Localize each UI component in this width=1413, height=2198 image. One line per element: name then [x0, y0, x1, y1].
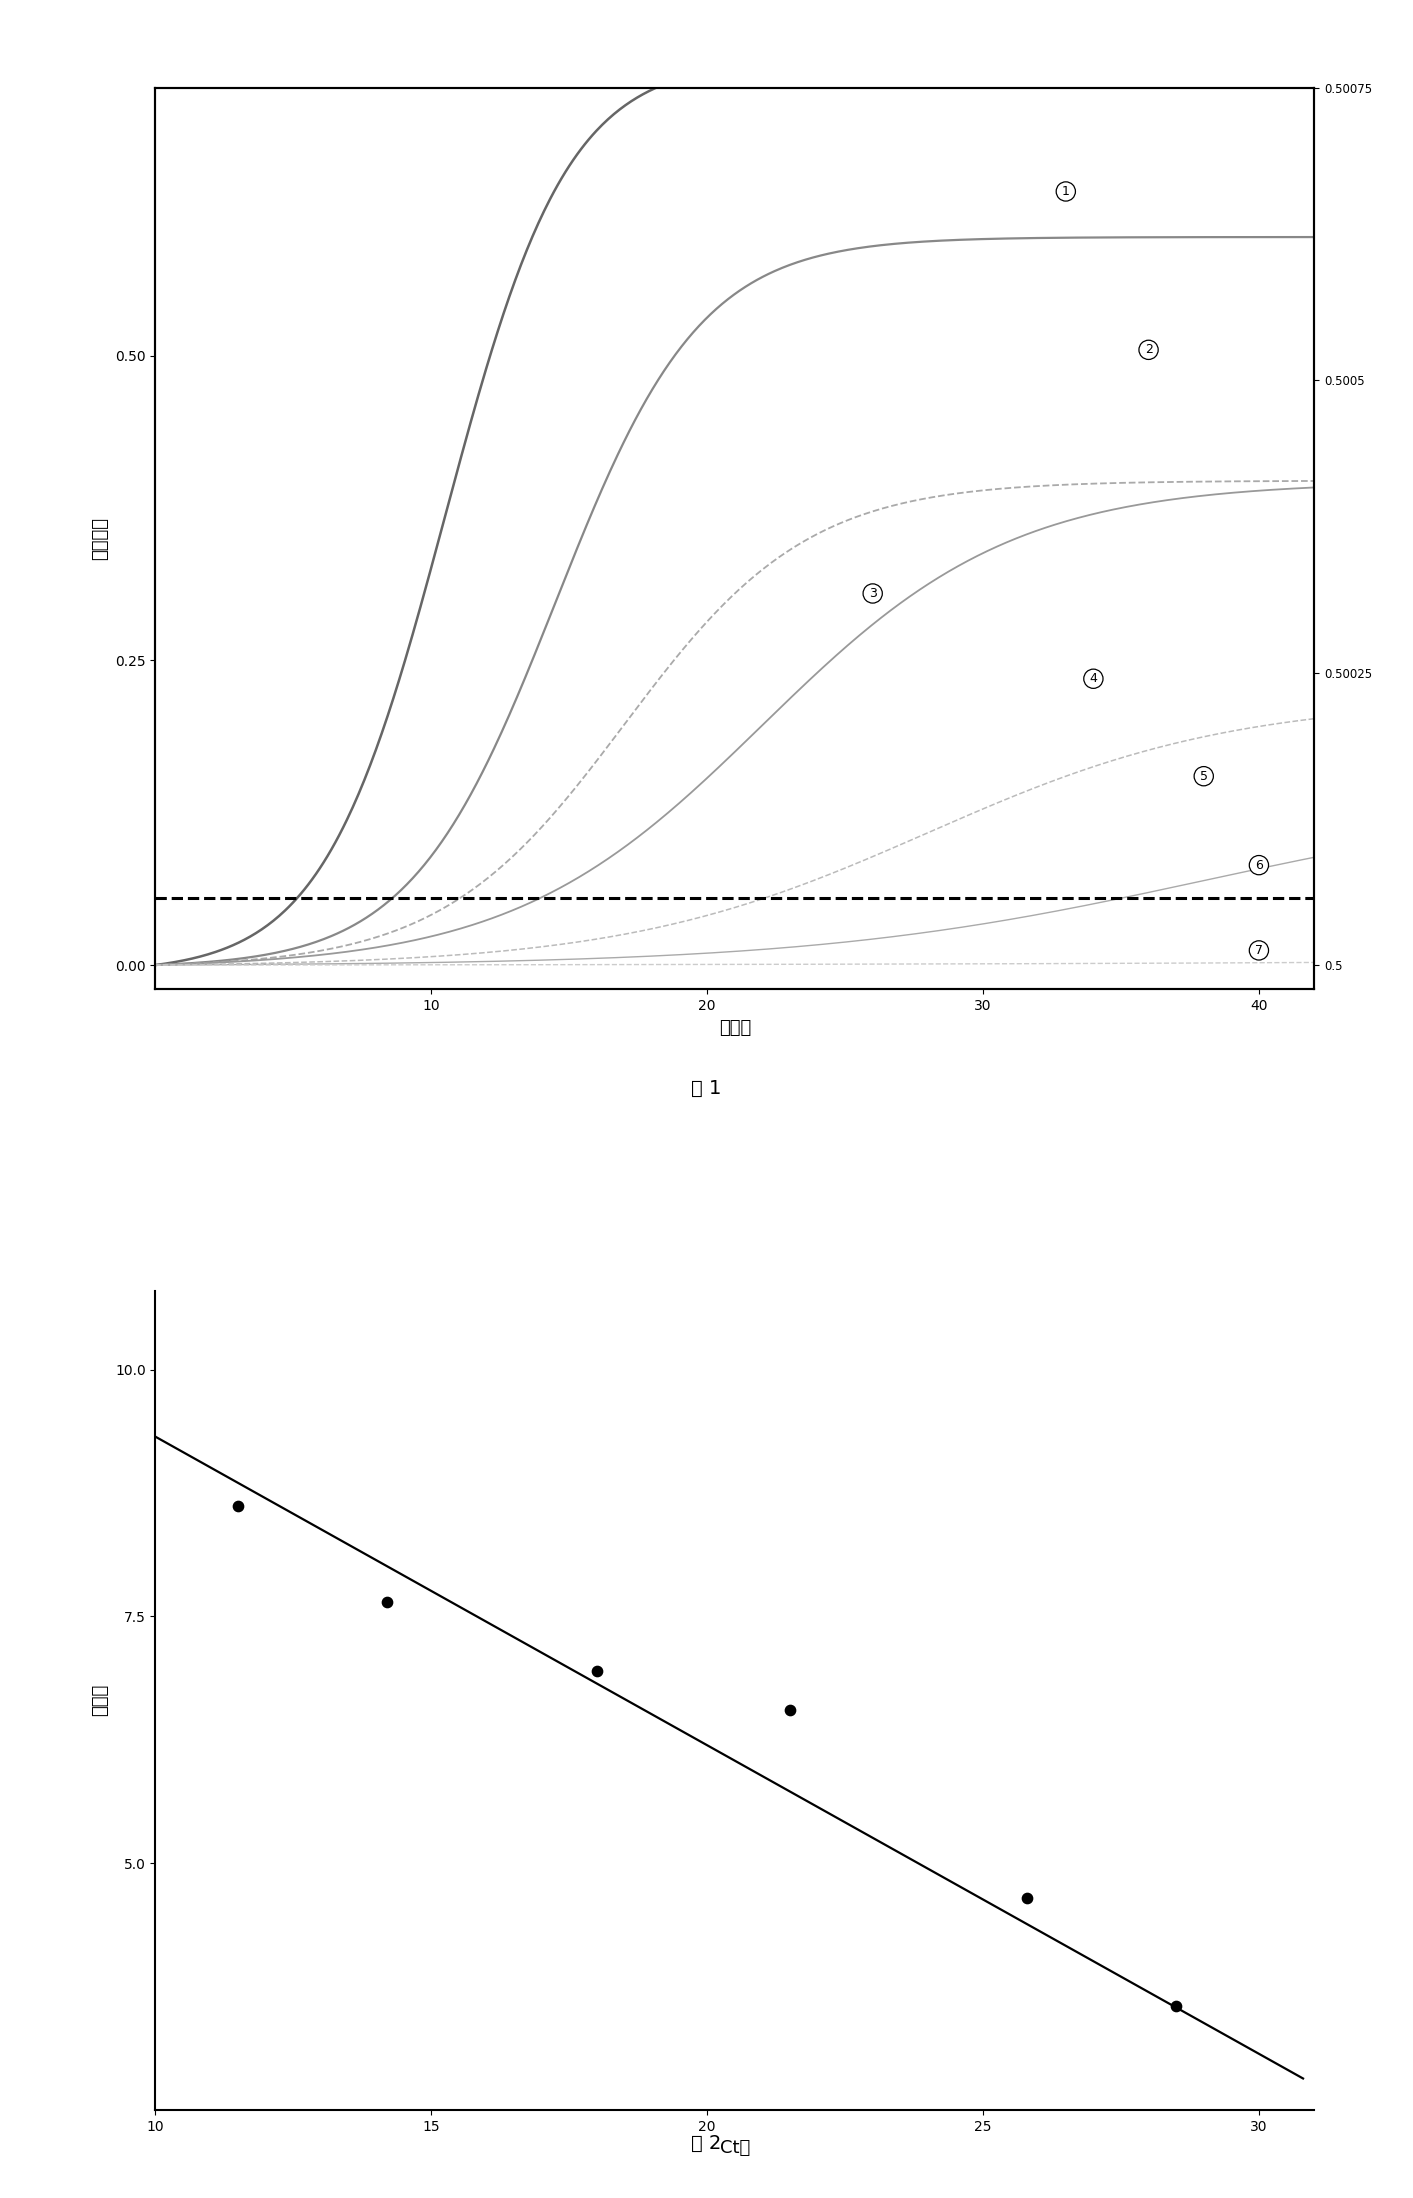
Point	[585, 1653, 608, 1688]
Point	[227, 1488, 250, 1523]
Point	[779, 1692, 801, 1728]
Y-axis label: 荧光强度: 荧光强度	[92, 517, 110, 560]
Point	[1016, 1879, 1039, 1914]
Text: 3: 3	[869, 587, 876, 600]
Point	[376, 1585, 398, 1620]
X-axis label: Ct値: Ct値	[719, 2139, 750, 2158]
Text: 图 2: 图 2	[691, 2134, 722, 2152]
Text: 1: 1	[1061, 185, 1070, 198]
Text: 5: 5	[1200, 769, 1208, 782]
Text: 图 1: 图 1	[691, 1079, 722, 1097]
Y-axis label: 拷贝数: 拷贝数	[92, 1684, 109, 1717]
Text: 6: 6	[1255, 859, 1263, 873]
Text: 7: 7	[1255, 943, 1263, 956]
Text: 4: 4	[1089, 673, 1098, 686]
X-axis label: 循环数: 循环数	[719, 1018, 750, 1037]
Point	[1164, 1989, 1187, 2024]
Text: 2: 2	[1145, 343, 1153, 356]
